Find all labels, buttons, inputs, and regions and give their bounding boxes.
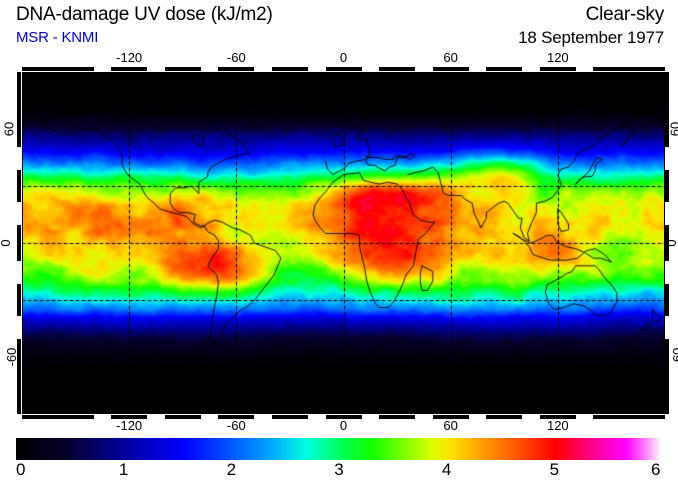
tick-mark-minor: [164, 415, 201, 419]
uv-dose-heatmap-canvas: [22, 72, 665, 414]
tick-mark-minor: [17, 84, 21, 117]
colorbar-tick-4: 4: [441, 460, 452, 479]
tick-mark-minor: [665, 84, 669, 117]
x-tick-label-bottom--120: -120: [116, 418, 143, 433]
colorbar: [16, 438, 662, 460]
tick-mark-minor: [486, 415, 523, 419]
y-tick-label-left-60: 60: [1, 121, 17, 137]
tick-mark-minor: [593, 415, 630, 419]
tick-mark: [218, 67, 255, 71]
x-tick-label-bottom-60: 60: [443, 418, 458, 433]
tick-mark: [629, 67, 665, 71]
tick-mark-minor: [271, 67, 308, 71]
colorbar-tick-0: 0: [16, 460, 26, 479]
tick-mark-minor: [17, 170, 21, 202]
page-title: DNA-damage UV dose (kJ/m2): [16, 4, 273, 25]
tick-mark-minor: [665, 170, 669, 202]
x-tick-label-top--60: -60: [226, 50, 246, 65]
tick-mark-minor: [164, 67, 201, 71]
map-plot-area: [22, 72, 665, 414]
tick-mark: [539, 67, 576, 71]
tick-mark: [665, 111, 669, 147]
x-tick-label-top-60: 60: [443, 50, 458, 65]
x-tick-label-top--120: -120: [116, 50, 143, 65]
tick-mark: [325, 67, 362, 71]
colorbar-gradient: [16, 438, 662, 460]
x-tick-label-bottom-0: 0: [339, 418, 348, 433]
tick-mark: [22, 415, 58, 419]
y-tick-label-left--60: -60: [3, 347, 19, 367]
x-tick-label-top-0: 0: [339, 50, 348, 65]
colorbar-tick-5: 5: [549, 460, 560, 479]
y-tick-label-left-0: 0: [0, 239, 13, 246]
tick-mark: [432, 415, 469, 419]
tick-mark: [17, 339, 21, 375]
tick-mark: [665, 339, 669, 375]
colorbar-tick-1: 1: [118, 460, 129, 479]
tick-mark: [218, 415, 255, 419]
tick-mark-minor: [57, 67, 94, 71]
y-tick-label-right-60: 60: [667, 121, 678, 137]
tick-mark-minor: [665, 284, 669, 316]
tick-mark: [111, 67, 148, 71]
sky-condition-label: Clear-sky: [585, 4, 665, 25]
x-axis-ticks-bottom: [22, 415, 665, 419]
tick-mark: [432, 67, 469, 71]
tick-mark: [665, 225, 669, 261]
tick-mark-minor: [17, 284, 21, 316]
y-axis-ticks-left: [17, 72, 21, 414]
tick-mark-minor: [379, 415, 416, 419]
tick-mark: [629, 415, 665, 419]
institution-label: MSR - KNMI: [16, 29, 99, 46]
x-tick-label-top-120: 120: [546, 50, 569, 65]
tick-mark-minor: [57, 415, 94, 419]
tick-mark: [17, 111, 21, 147]
tick-mark-minor: [593, 67, 630, 71]
colorbar-tick-labels: 0 1 2 3 4 5 6: [16, 460, 662, 480]
tick-mark: [22, 67, 58, 71]
x-tick-label-bottom--60: -60: [226, 418, 246, 433]
y-tick-label-right-0: 0: [664, 239, 678, 247]
tick-mark-minor: [17, 369, 21, 402]
tick-mark-minor: [486, 67, 523, 71]
tick-mark-minor: [271, 415, 308, 419]
tick-mark: [17, 225, 21, 261]
y-tick-label-right--60: -60: [669, 347, 678, 367]
tick-mark: [325, 415, 362, 419]
y-axis-ticks-right: [665, 72, 669, 414]
tick-mark-minor: [665, 369, 669, 402]
date-label: 18 September 1977: [518, 28, 664, 47]
colorbar-tick-6: 6: [651, 460, 661, 479]
x-tick-label-bottom-120: 120: [546, 418, 569, 433]
tick-mark: [111, 415, 148, 419]
colorbar-tick-3: 3: [334, 460, 344, 479]
colorbar-tick-2: 2: [226, 460, 237, 479]
tick-mark-minor: [379, 67, 416, 71]
tick-mark: [539, 415, 576, 419]
x-axis-ticks-top: [22, 67, 665, 71]
